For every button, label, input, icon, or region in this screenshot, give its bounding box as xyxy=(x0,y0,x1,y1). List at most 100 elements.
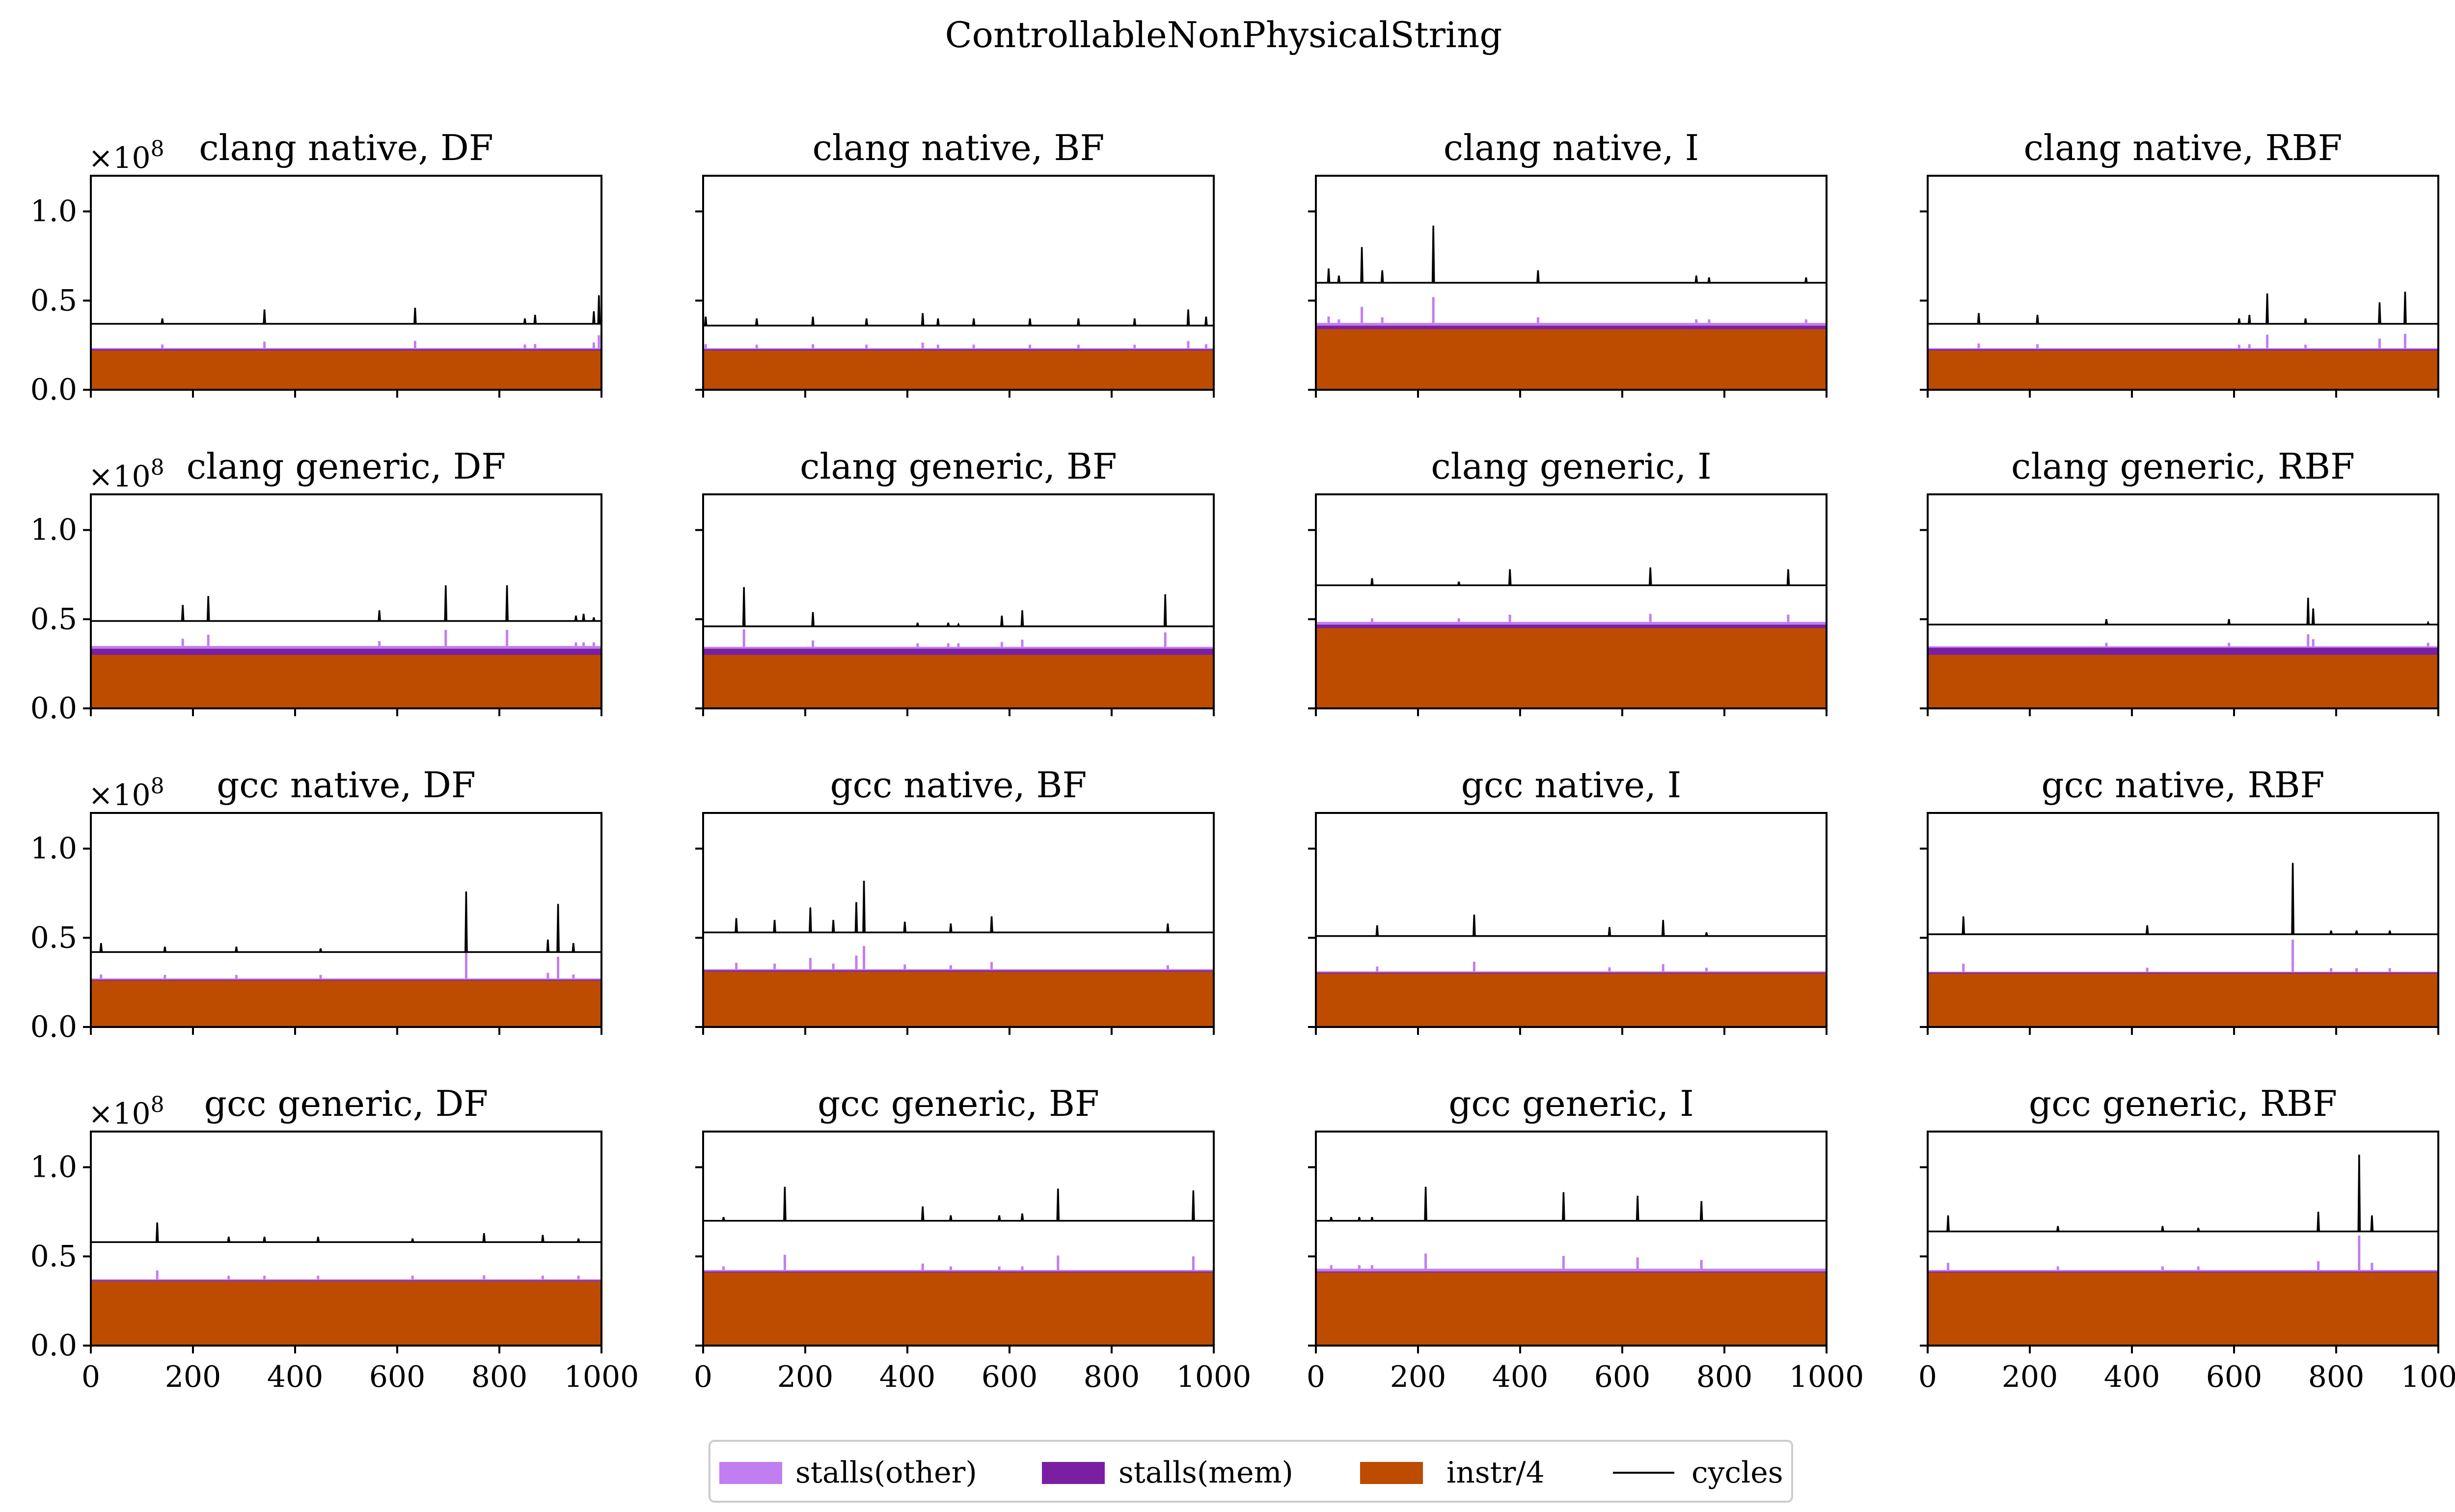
axes-frame xyxy=(1927,493,2439,709)
panel-clang-generic-i: clang generic, I xyxy=(1308,446,1828,716)
area-stalls-mem xyxy=(1928,1271,2438,1273)
panel-title: gcc native, BF xyxy=(830,764,1087,806)
panel-title: gcc generic, RBF xyxy=(2029,1083,2337,1124)
panel-gcc-generic-i: gcc generic, I 0 200 400 600 800 1000 xyxy=(1307,1083,1864,1394)
area-stalls-other xyxy=(703,969,1214,971)
x-tick-label: 600 xyxy=(2206,1360,2263,1394)
x-tick-label: 400 xyxy=(267,1360,324,1394)
y-tick-label: 0.0 xyxy=(30,691,77,726)
legend-item-cycles: cycles xyxy=(1613,1456,1783,1490)
y-tick-label: 1.0 xyxy=(30,513,77,547)
panel-gcc-generic-rbf: gcc generic, RBF 0 200 400 600 800 1000 xyxy=(1918,1083,2455,1394)
axes-frame xyxy=(90,175,602,391)
area-instr xyxy=(1316,1272,1827,1346)
area-instr xyxy=(1316,329,1827,390)
y-tick-label: 1.0 xyxy=(30,1150,77,1185)
area-stalls-mem xyxy=(91,349,601,351)
cycles-line xyxy=(1928,292,2438,325)
area-instr xyxy=(91,980,601,1027)
x-tick-label: 600 xyxy=(982,1360,1038,1394)
legend-item-instr: instr/4 xyxy=(1360,1456,1545,1490)
legend: stalls(other) stalls(mem) instr/4 cycles xyxy=(709,1440,1793,1503)
panel-clang-native-i: clang native, I xyxy=(1308,127,1828,398)
y-tick-label: 0.0 xyxy=(30,373,77,407)
area-instr xyxy=(91,1281,601,1346)
x-tick-label: 0 xyxy=(1918,1360,1937,1394)
legend-swatch-instr xyxy=(1360,1462,1423,1484)
area-stalls-other xyxy=(1316,621,1827,625)
axes-frame xyxy=(1927,812,2439,1028)
cycles-line xyxy=(91,891,601,953)
area-stalls-other xyxy=(1316,1269,1827,1271)
legend-label-stalls-mem: stalls(mem) xyxy=(1118,1456,1293,1490)
panel-title: clang native, BF xyxy=(813,127,1105,168)
legend-item-stalls-mem: stalls(mem) xyxy=(1042,1456,1293,1490)
area-stalls-mem xyxy=(1316,624,1827,628)
area-stalls-mem xyxy=(703,1271,1214,1273)
y-tick-label: 1.0 xyxy=(30,194,77,229)
area-instr xyxy=(703,351,1214,390)
area-instr xyxy=(91,351,601,390)
area-stalls-mem xyxy=(1928,349,2438,351)
x-tick-label: 0 xyxy=(694,1360,712,1394)
area-stalls-other xyxy=(91,348,601,350)
x-tick-label: 1000 xyxy=(1789,1360,1864,1394)
x-tick-label: 800 xyxy=(2308,1360,2365,1394)
panel-title: gcc generic, I xyxy=(1448,1083,1693,1124)
cycles-line xyxy=(1316,225,1827,284)
area-stalls-mem xyxy=(703,648,1214,655)
axes-frame xyxy=(702,1131,1215,1347)
legend-label-cycles: cycles xyxy=(1691,1456,1783,1490)
x-tick-label: 0 xyxy=(1307,1360,1325,1394)
cycles-line xyxy=(1316,1187,1827,1222)
area-instr xyxy=(1316,628,1827,708)
area-instr xyxy=(703,972,1214,1027)
x-tick-label: 200 xyxy=(777,1360,834,1394)
panel-title: clang generic, RBF xyxy=(2011,446,2355,487)
figure-title: ControllableNonPhysicalString xyxy=(945,14,1502,55)
cycles-line xyxy=(703,587,1214,627)
area-stalls-other xyxy=(91,978,601,980)
cycles-line xyxy=(1316,915,1827,937)
panel-title: gcc native, DF xyxy=(217,764,476,806)
axes-frame xyxy=(90,493,602,709)
x-tick-label: 200 xyxy=(2002,1360,2058,1394)
area-stalls-other xyxy=(703,1269,1214,1271)
area-stalls-mem xyxy=(1928,648,2438,655)
area-stalls-mem xyxy=(1316,325,1827,329)
cycles-line xyxy=(91,295,601,325)
x-tick-label: 400 xyxy=(1492,1360,1549,1394)
panel-clang-native-bf: clang native, BF xyxy=(695,127,1215,398)
x-tick-label: 200 xyxy=(165,1360,221,1394)
y-tick-label: 0.5 xyxy=(30,602,77,636)
area-stalls-mem xyxy=(1316,972,1827,973)
area-stalls-mem xyxy=(703,349,1214,351)
x-tick-label: 800 xyxy=(1696,1360,1753,1394)
y-tick-label: 0.0 xyxy=(30,1328,77,1363)
axes-frame xyxy=(702,175,1215,391)
area-stalls-other xyxy=(1316,323,1827,326)
panel-title: gcc native, RBF xyxy=(2041,764,2324,806)
panel-title: clang generic, I xyxy=(1431,446,1711,487)
axes-frame xyxy=(1315,493,1828,709)
y-tick-label: 0.5 xyxy=(30,920,77,955)
panel-title: gcc native, I xyxy=(1461,764,1681,806)
cycles-line xyxy=(1928,1155,2438,1233)
area-stalls-mem xyxy=(703,970,1214,972)
x-tick-label: 0 xyxy=(82,1360,100,1394)
area-instr xyxy=(1928,1272,2438,1346)
area-instr xyxy=(703,655,1214,708)
area-stalls-mem xyxy=(91,1280,601,1282)
axes-frame xyxy=(702,812,1215,1028)
axes-frame xyxy=(1315,1131,1828,1347)
y-tick-label: 0.5 xyxy=(30,1239,77,1273)
area-stalls-other xyxy=(703,348,1214,350)
area-stalls-other xyxy=(91,1279,601,1281)
legend-item-stalls-other: stalls(other) xyxy=(719,1456,977,1490)
legend-label-stalls-other: stalls(other) xyxy=(795,1456,977,1490)
area-instr xyxy=(1928,655,2438,708)
